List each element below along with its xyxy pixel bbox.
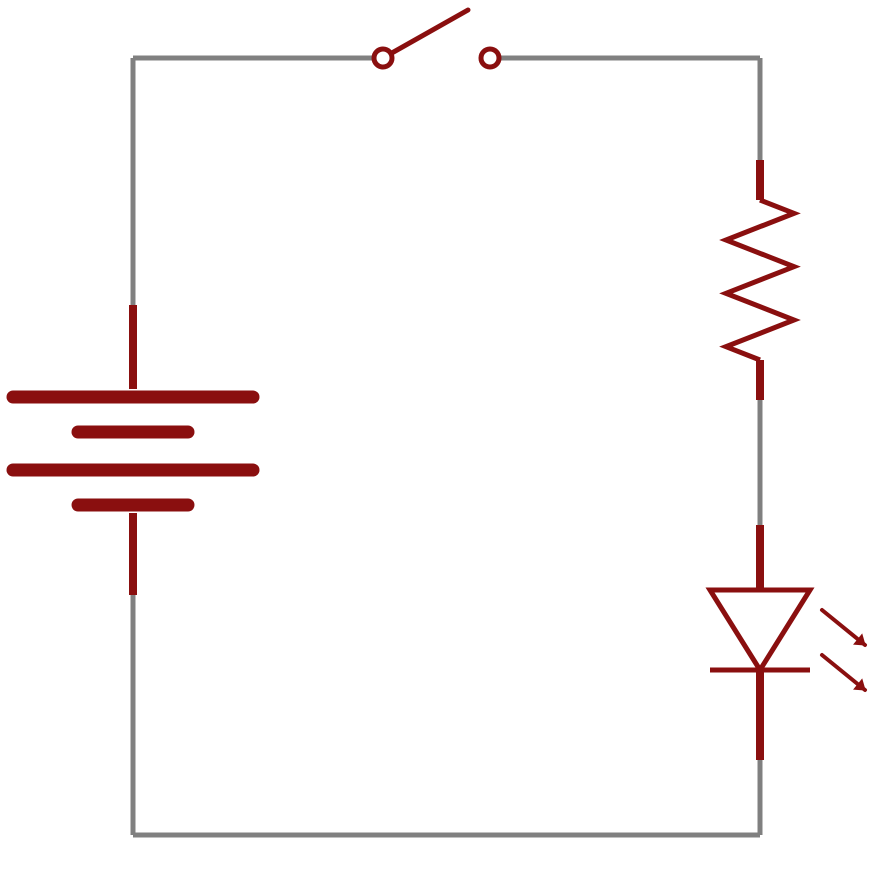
resistor bbox=[726, 160, 794, 400]
wires bbox=[133, 58, 760, 835]
led bbox=[710, 525, 865, 760]
circuit-diagram bbox=[0, 0, 891, 871]
switch-open bbox=[374, 10, 499, 67]
battery bbox=[13, 305, 253, 595]
